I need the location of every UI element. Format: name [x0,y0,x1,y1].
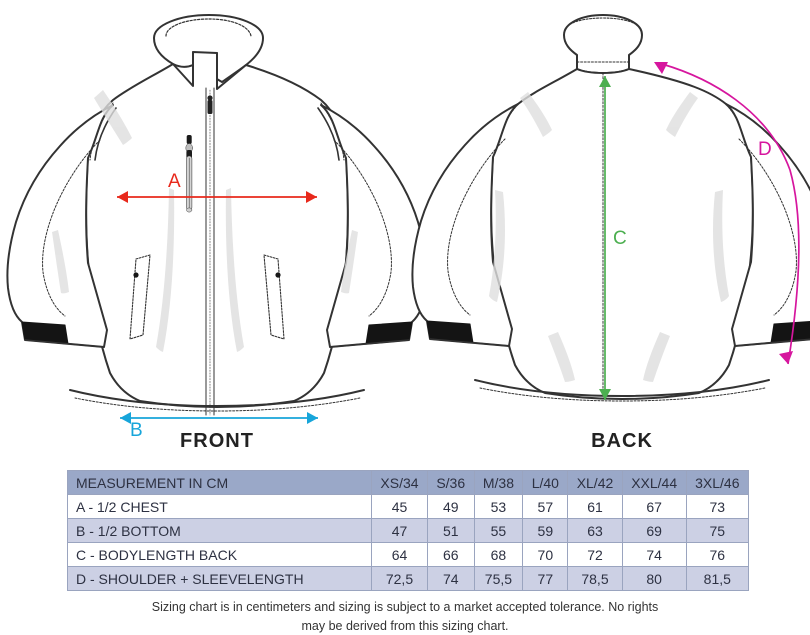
svg-text:C: C [613,228,627,249]
svg-text:FRONT: FRONT [180,430,254,452]
svg-text:A: A [168,171,181,192]
svg-text:D: D [758,139,772,160]
svg-text:B: B [130,420,143,441]
svg-text:BACK: BACK [591,430,653,452]
